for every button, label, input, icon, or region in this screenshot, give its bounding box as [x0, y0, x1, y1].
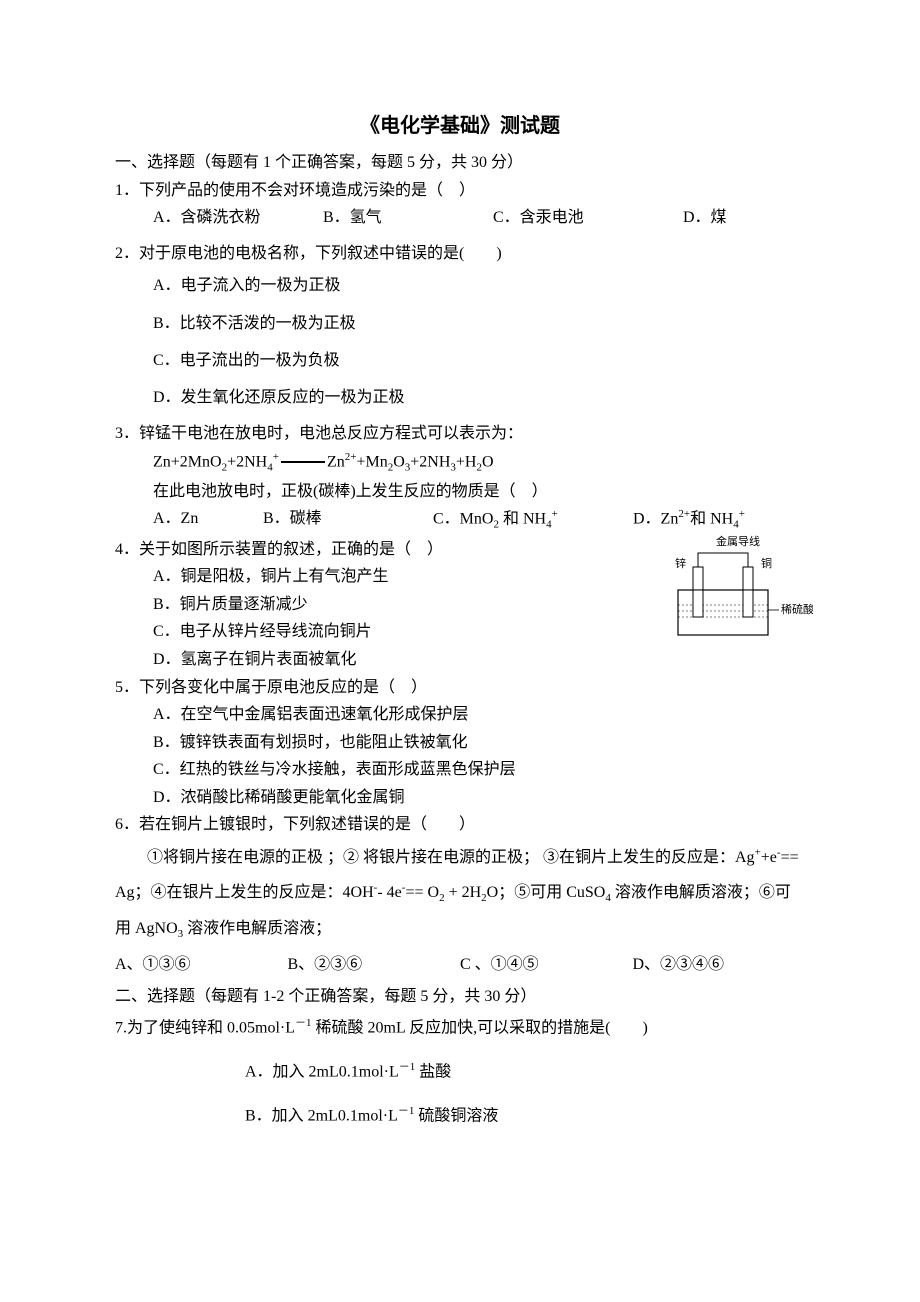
diagram-zinc-label: 锌	[675, 556, 686, 570]
question-1: 1．下列产品的使用不会对环境造成污染的是（ ） A．含磷洗衣粉 B．氢气 C．含…	[115, 178, 805, 231]
q2-option-a: A．电子流入的一极为正极	[153, 268, 805, 303]
q1-option-d: D．煤	[683, 205, 805, 231]
q2-option-c: C．电子流出的一极为负极	[153, 343, 805, 378]
q3-stem: 3．锌锰干电池在放电时，电池总反应方程式可以表示为：	[115, 421, 805, 447]
galvanic-cell-diagram: 金属导线 锌 铜 稀硫酸	[643, 535, 813, 650]
q1-option-c: C．含汞电池	[493, 205, 683, 231]
question-4: 4．关于如图所示装置的叙述，正确的是（ ） A．铜是阳极，铜片上有气泡产生 B．…	[115, 537, 805, 673]
q2-stem: 2．对于原电池的电极名称，下列叙述中错误的是( )	[115, 241, 805, 267]
diagram-solution-label: 稀硫酸	[781, 602, 813, 616]
q1-option-a: A．含磷洗衣粉	[153, 205, 323, 231]
q6-option-d: D、②③④⑥	[633, 952, 806, 978]
question-2: 2．对于原电池的电极名称，下列叙述中错误的是( ) A．电子流入的一极为正极 B…	[115, 241, 805, 415]
q5-option-c: C．红热的铁丝与冷水接触，表面形成蓝黑色保护层	[153, 757, 805, 783]
q7-option-a: A．加入 2mL0.1mol·L－1 盐酸	[245, 1059, 805, 1085]
q6-option-c: C 、①④⑤	[460, 952, 633, 978]
q6-option-a: A、①③⑥	[115, 952, 288, 978]
q7-stem: 7.为了使纯锌和 0.05mol·L－1 稀硫酸 20mL 反应加快,可以采取的…	[115, 1015, 805, 1041]
q3-option-d: D．Zn2+和 NH4+	[633, 506, 805, 534]
q3-equation: Zn+2MnO2+2NH4+Zn2++Mn2O3+2NH3+H2O	[115, 449, 805, 477]
q4-option-d: D．氢离子在铜片表面被氧化	[153, 647, 805, 673]
q3-option-c: C．MnO2 和 NH4+	[433, 506, 633, 534]
diagram-copper-label: 铜	[761, 556, 772, 570]
diagram-wire-label: 金属导线	[716, 535, 760, 548]
q7-option-b: B．加入 2mL0.1mol·L－1 硫酸铜溶液	[245, 1103, 805, 1129]
q2-option-b: B．比较不活泼的一极为正极	[153, 306, 805, 341]
q1-stem: 1．下列产品的使用不会对环境造成污染的是（ ）	[115, 178, 805, 204]
q3-option-b: B．碳棒	[263, 506, 433, 534]
q3-option-a: A．Zn	[153, 506, 263, 534]
q6-body: ①将铜片接在电源的正极 ；② 将银片接在电源的正极； ③在铜片上发生的反应是：A…	[115, 840, 805, 946]
q5-option-a: A．在空气中金属铝表面迅速氧化形成保护层	[153, 702, 805, 728]
question-3: 3．锌锰干电池在放电时，电池总反应方程式可以表示为： Zn+2MnO2+2NH4…	[115, 421, 805, 534]
q6-option-b: B、②③⑥	[288, 952, 461, 978]
q5-stem: 5．下列各变化中属于原电池反应的是（ ）	[115, 675, 805, 701]
q1-option-b: B．氢气	[323, 205, 493, 231]
q5-option-d: D．浓硝酸比稀硝酸更能氧化金属铜	[153, 785, 805, 811]
q5-option-b: B．镀锌铁表面有划损时，也能阻止铁被氧化	[153, 730, 805, 756]
page-title: 《电化学基础》测试题	[115, 110, 805, 142]
q3-sub2: 在此电池放电时，正极(碳棒)上发生反应的物质是（ ）	[115, 479, 805, 505]
q6-stem: 6．若在铜片上镀银时，下列叙述错误的是（ ）	[115, 812, 805, 838]
question-6: 6．若在铜片上镀银时，下列叙述错误的是（ ） ①将铜片接在电源的正极 ；② 将银…	[115, 812, 805, 977]
question-5: 5．下列各变化中属于原电池反应的是（ ） A．在空气中金属铝表面迅速氧化形成保护…	[115, 675, 805, 811]
question-7: 7.为了使纯锌和 0.05mol·L－1 稀硫酸 20mL 反应加快,可以采取的…	[115, 1015, 805, 1129]
q2-option-d: D．发生氧化还原反应的一极为正极	[153, 380, 805, 415]
section2-header: 二、选择题（每题有 1-2 个正确答案，每题 5 分，共 30 分）	[115, 984, 805, 1010]
section1-header: 一、选择题（每题有 1 个正确答案，每题 5 分，共 30 分）	[115, 150, 805, 176]
